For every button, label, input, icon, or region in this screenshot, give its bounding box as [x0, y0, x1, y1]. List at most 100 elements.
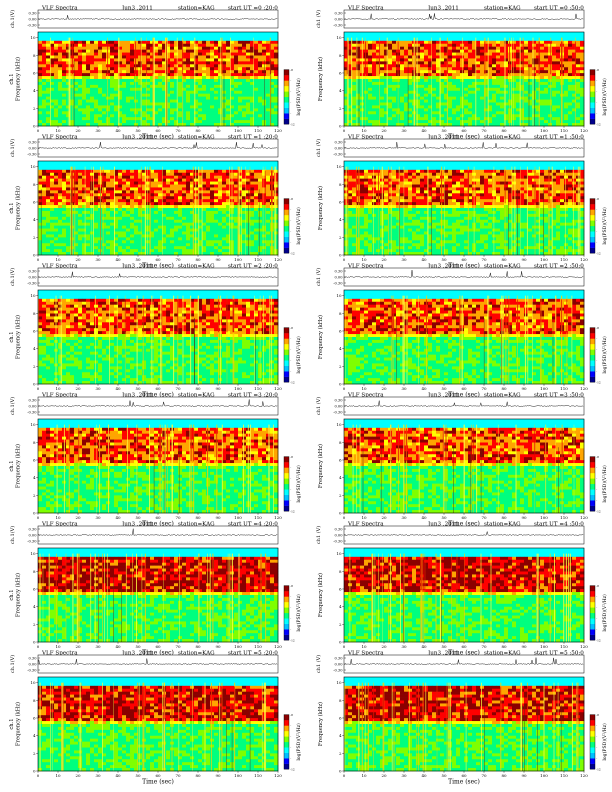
spectrogram-cell	[214, 49, 219, 53]
spectrogram-cell	[102, 90, 107, 94]
spectrogram-cell	[154, 34, 159, 39]
spectrogram-cell	[66, 184, 71, 188]
spectrogram-cell	[516, 61, 521, 65]
spectrogram-cell	[254, 105, 259, 109]
spectrogram-cell	[174, 163, 179, 168]
time-xtick-label: 120	[580, 128, 588, 133]
spectrogram-cell	[174, 52, 179, 56]
spectrogram-cell	[532, 87, 537, 92]
spectrogram-cell	[186, 37, 191, 42]
spectrogram-cell	[198, 166, 203, 171]
spectrogram-cell	[246, 111, 251, 115]
spectrogram-cell	[118, 58, 123, 62]
spectrogram-cell	[368, 96, 373, 100]
spectrogram-cell	[460, 34, 465, 39]
spectrogram-cell	[82, 161, 87, 165]
spectrogram-cell	[258, 193, 263, 197]
panel-date: Jun3 ,2011	[427, 6, 459, 12]
spectrogram-cell	[150, 166, 155, 171]
spectrogram-cell	[142, 196, 147, 200]
spectrogram-cell	[202, 76, 207, 80]
spectrogram-cell	[464, 32, 469, 36]
spectrogram-cell	[82, 70, 87, 74]
spectrogram-cell	[74, 49, 79, 53]
spectrogram-cell	[348, 81, 353, 86]
spectrogram-cell	[476, 34, 481, 39]
spectrogram-cell	[98, 67, 103, 71]
spectrogram-cell	[38, 184, 43, 188]
spectrogram-cell	[408, 117, 413, 121]
spectrogram-cell	[106, 190, 111, 194]
spectrogram-cell	[400, 70, 405, 74]
spectrogram-cell	[182, 34, 187, 39]
spectrogram-cell	[202, 73, 207, 77]
spectrogram-cell	[126, 120, 131, 124]
spectrogram-cell	[78, 114, 83, 118]
spectrogram-cell	[242, 105, 247, 109]
spectrogram-cell	[58, 46, 63, 50]
spectrogram-cell	[86, 58, 91, 62]
spectrogram-cell	[540, 43, 545, 47]
spectrogram-cell	[182, 114, 187, 118]
spectrogram-cell	[70, 120, 75, 124]
spectrogram-cell	[250, 40, 255, 45]
spectrogram-cell	[206, 93, 211, 97]
spectrogram-cell	[548, 61, 553, 65]
spectrogram-cell	[496, 37, 501, 42]
spectrogram-cell	[556, 123, 561, 127]
spectrogram-cell	[62, 34, 67, 39]
spectrogram-cell	[138, 114, 143, 118]
spectrogram-cell	[186, 76, 191, 80]
ch-ylabel: ch1 (V)	[315, 10, 322, 28]
spectrogram-cell	[440, 84, 445, 89]
spectrogram-cell	[476, 123, 481, 127]
spectrogram-cell	[348, 58, 353, 62]
ch-ytick-label: 0.00	[334, 18, 343, 22]
spectrogram-cell	[242, 81, 247, 86]
spectrogram-cell	[190, 108, 195, 112]
spectrogram-cell	[368, 64, 373, 68]
spectrogram-cell	[356, 120, 361, 124]
spectrogram-cell	[540, 61, 545, 65]
spectrogram-cell	[126, 61, 131, 65]
spectrogram-cell	[344, 81, 349, 86]
spectrogram-cell	[444, 40, 449, 45]
spectrogram-cell	[488, 43, 493, 47]
spectrogram-cell	[544, 102, 549, 106]
spectrogram-cell	[266, 79, 271, 83]
spectrogram-cell	[222, 40, 227, 45]
spectrogram-cell	[270, 67, 275, 71]
spectrogram-cell	[74, 32, 79, 36]
ch-ytick-label: 0.30	[28, 12, 37, 16]
spectrogram-cell	[348, 43, 353, 47]
spectrogram-cell	[114, 49, 119, 53]
spectrogram-cell	[452, 37, 457, 42]
spectrogram-cell	[500, 46, 505, 50]
spectrogram-cell	[170, 84, 175, 89]
spectrogram-cell	[234, 90, 239, 94]
spectrogram-cell	[556, 43, 561, 47]
spectrogram-cell	[122, 43, 127, 47]
spectrogram-cell	[456, 123, 461, 127]
spectrogram-cell	[250, 87, 255, 92]
spectrogram-cell	[162, 58, 167, 62]
spectrogram-cell	[420, 84, 425, 89]
spectrogram-cell	[50, 81, 55, 86]
spectrogram-cell	[380, 105, 385, 109]
spectrogram-cell	[520, 87, 525, 92]
spectrogram-cell	[356, 90, 361, 94]
spectrogram-cell	[270, 120, 275, 124]
spectrogram-cell	[266, 64, 271, 68]
spectrogram-cell	[74, 199, 79, 203]
spectrogram-cell	[516, 114, 521, 118]
spectrogram-cell	[384, 40, 389, 45]
spectrogram-cell	[344, 43, 349, 47]
spectrogram-cell	[118, 90, 123, 94]
spectrogram-cell	[568, 123, 573, 127]
spectrogram-cell	[254, 120, 259, 124]
spectrogram-cell	[122, 70, 127, 74]
spectrogram-cell	[226, 190, 231, 194]
spectrogram-cell	[520, 99, 525, 103]
spectrogram-cell	[78, 117, 83, 121]
spectrogram-cell	[58, 172, 63, 176]
